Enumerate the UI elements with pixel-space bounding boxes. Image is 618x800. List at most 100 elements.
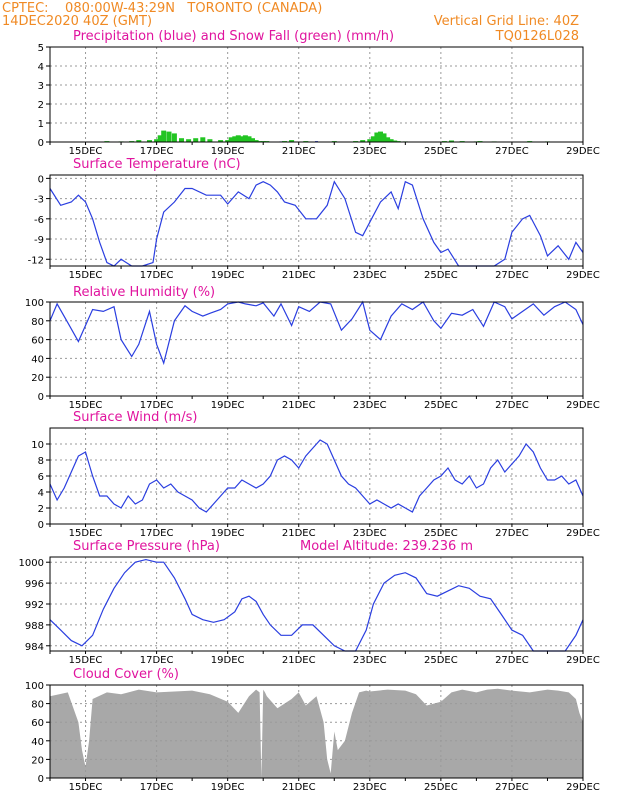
x-tick-label: 23DEC: [353, 270, 387, 281]
panel-temp: Surface Temperature (nC) 15DEC 17DEC 19DEC 2…: [28, 157, 600, 281]
x-tick-label: 21DEC: [282, 782, 316, 793]
y-tick-label: 20: [31, 755, 44, 766]
y-tick-label: 20: [31, 373, 44, 384]
x-tick-label: 25DEC: [424, 400, 458, 411]
snow-bar: [207, 139, 213, 142]
snow-bar: [232, 136, 238, 142]
panel-cloud: Cloud Cover (%) 15DEC 17DEC 19DEC 21DEC 23DEC…: [25, 667, 600, 793]
y-tick-label: 0: [38, 774, 44, 785]
y-tick-label: 0: [38, 392, 44, 403]
snow-bar: [147, 140, 152, 142]
x-tick-label: 27DEC: [495, 146, 529, 157]
x-tick-label: 17DEC: [140, 528, 174, 539]
header-model: TQ0126L028: [495, 29, 579, 44]
panel-frame: [49, 46, 584, 143]
y-tick-label: -12: [28, 255, 44, 266]
y-tick-label: 996: [25, 579, 44, 590]
panel-title-rh: Relative Humidity (%): [73, 285, 215, 300]
panel-title-pres: Surface Pressure (hPa): [73, 539, 220, 554]
x-tick-label: 27DEC: [495, 400, 529, 411]
snow-bar: [136, 140, 142, 142]
x-tick-label: 17DEC: [140, 146, 174, 157]
panel-frame: [49, 427, 584, 525]
snow-bar: [253, 140, 259, 142]
series-line-pres: [49, 558, 584, 652]
snow-bar: [242, 135, 248, 142]
x-tick-label: 15DEC: [69, 782, 103, 793]
header: CPTEC: 080:00W-43:29N TORONTO (CANADA) 1…: [2, 1, 579, 44]
x-tick-label: 19DEC: [211, 146, 245, 157]
panel-precip: Precipitation (blue) and Snow Fall (gree…: [38, 29, 600, 157]
x-tick-label: 17DEC: [140, 400, 174, 411]
x-tick-label: 21DEC: [282, 655, 316, 666]
y-tick-label: 1000: [19, 558, 44, 569]
snow-bar: [246, 136, 252, 142]
snow-bar: [392, 140, 398, 142]
x-tick-label: 29DEC: [566, 528, 600, 539]
x-tick-label: 29DEC: [566, 146, 600, 157]
y-tick-label: 60: [31, 718, 44, 729]
y-tick-label: 992: [25, 600, 44, 611]
y-tick-label: 0: [38, 520, 44, 531]
y-tick-label: 80: [31, 317, 44, 328]
x-tick-label: 27DEC: [495, 782, 529, 793]
header-date: 14DEC2020 40Z (GMT): [2, 14, 152, 29]
x-tick-label: 21DEC: [282, 270, 316, 281]
x-tick-label: 25DEC: [424, 782, 458, 793]
x-tick-label: 21DEC: [282, 528, 316, 539]
y-tick-label: 80: [31, 700, 44, 711]
snow-bar: [367, 139, 373, 142]
y-tick-label: 984: [25, 642, 44, 653]
header-station: CPTEC: 080:00W-43:29N TORONTO (CANADA): [2, 1, 322, 16]
x-tick-label: 23DEC: [353, 782, 387, 793]
snow-bar: [378, 131, 383, 142]
y-tick-label: 100: [25, 681, 44, 692]
snow-bar: [360, 140, 366, 142]
snow-bar: [179, 138, 184, 142]
snow-bar: [166, 131, 172, 142]
x-tick-label: 15DEC: [69, 528, 103, 539]
x-tick-label: 15DEC: [69, 655, 103, 666]
panel-frame: [49, 556, 584, 652]
x-tick-label: 23DEC: [353, 655, 387, 666]
x-tick-label: 19DEC: [211, 270, 245, 281]
y-tick-label: 40: [31, 354, 44, 365]
x-tick-label: 15DEC: [69, 146, 103, 157]
series-line-wind: [49, 439, 584, 513]
y-tick-label: 10: [31, 440, 44, 451]
x-tick-label: 15DEC: [69, 400, 103, 411]
snow-bar: [235, 135, 241, 142]
y-tick-label: 2: [38, 504, 44, 515]
snow-bar: [374, 132, 380, 142]
snow-bar: [385, 137, 391, 143]
x-tick-label: 23DEC: [353, 400, 387, 411]
panel-frame: [49, 301, 584, 397]
snow-bar: [157, 135, 163, 142]
header-grid-line: Vertical Grid Line: 40Z: [434, 14, 579, 29]
snow-bar: [161, 130, 167, 142]
y-tick-label: 3: [38, 81, 44, 92]
x-tick-label: 19DEC: [211, 782, 245, 793]
panel-title-temp: Surface Temperature (nC): [73, 157, 241, 172]
y-tick-label: 988: [25, 621, 44, 632]
snow-bar: [388, 139, 394, 142]
x-tick-label: 19DEC: [211, 400, 245, 411]
panel-wind: Surface Wind (m/s) 15DEC 17DEC 19DEC 21DEC 23…: [31, 410, 600, 539]
y-tick-label: -9: [34, 235, 44, 246]
y-tick-label: 1: [38, 119, 44, 130]
y-tick-label: 60: [31, 336, 44, 347]
x-tick-label: 17DEC: [140, 270, 174, 281]
x-tick-label: 25DEC: [424, 146, 458, 157]
snow-bar: [449, 140, 454, 142]
x-tick-label: 19DEC: [211, 528, 245, 539]
series-line-rh: [49, 300, 584, 366]
x-tick-label: 23DEC: [353, 146, 387, 157]
y-tick-label: -3: [34, 195, 44, 206]
snow-bar: [225, 140, 231, 142]
y-tick-label: 6: [38, 472, 44, 483]
snow-bar: [370, 136, 376, 142]
x-tick-label: 25DEC: [424, 270, 458, 281]
x-tick-label: 27DEC: [495, 270, 529, 281]
x-tick-label: 21DEC: [282, 146, 316, 157]
x-tick-label: 15DEC: [69, 270, 103, 281]
